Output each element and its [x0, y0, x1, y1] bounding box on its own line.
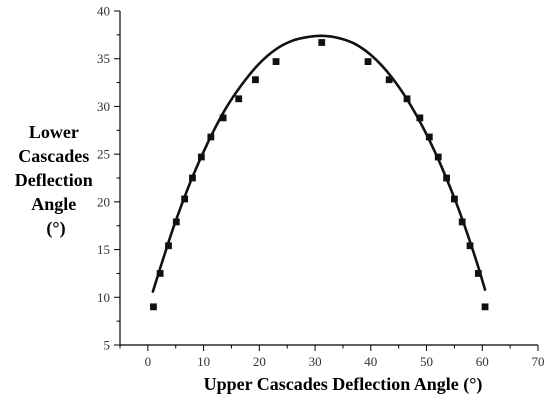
data-point — [150, 303, 157, 311]
x-tick-label: 50 — [420, 354, 433, 369]
y-tick-label: 10 — [97, 290, 110, 305]
data-point — [189, 174, 196, 182]
data-point — [318, 39, 326, 46]
data-point — [235, 95, 243, 103]
data-point — [385, 76, 393, 84]
x-axis-ticks: 0 10 20 30 40 50 60 70 — [119, 345, 545, 369]
data-point — [474, 270, 482, 277]
data-point — [451, 195, 458, 203]
x-tick-label: 40 — [364, 354, 377, 369]
data-point — [156, 270, 164, 277]
x-tick-label: 30 — [309, 354, 322, 369]
fit-curve — [151, 34, 487, 293]
y-tick-label: 15 — [97, 242, 110, 257]
y-axis-title-line: Angle — [31, 194, 76, 214]
y-axis-title-line: (°) — [46, 218, 65, 239]
data-markers — [150, 39, 489, 311]
y-tick-label: 40 — [97, 4, 110, 19]
data-point — [172, 218, 180, 226]
data-point — [364, 58, 372, 65]
data-point — [272, 58, 280, 65]
data-point — [165, 242, 172, 250]
x-tick-label: 20 — [253, 354, 266, 369]
x-tick-label: 0 — [145, 354, 152, 369]
data-point — [416, 114, 424, 122]
x-tick-label: 10 — [197, 354, 210, 369]
fit-curve-group — [151, 34, 487, 293]
y-tick-label: 5 — [104, 338, 111, 353]
data-point — [207, 133, 215, 141]
y-tick-label: 25 — [97, 147, 110, 162]
data-point — [252, 76, 259, 84]
data-point — [219, 114, 227, 122]
y-axis-title-line: Deflection — [15, 170, 93, 190]
x-axis-title: Upper Cascades Deflection Angle (°) — [204, 374, 483, 395]
data-point — [443, 174, 450, 182]
data-point — [481, 303, 489, 311]
data-point — [197, 153, 205, 161]
data-point — [434, 153, 442, 161]
plot-frame — [119, 11, 538, 346]
y-axis-title-line: Lower — [29, 122, 79, 142]
data-point — [425, 133, 433, 141]
data-point — [181, 195, 189, 203]
y-tick-label: 30 — [97, 99, 110, 114]
data-point — [466, 242, 474, 250]
y-axis-title: Lower Cascades Deflection Angle (°) — [15, 122, 97, 239]
y-axis-ticks: 5 10 15 20 25 30 35 40 — [97, 4, 120, 353]
data-point — [403, 95, 411, 103]
x-tick-label: 60 — [476, 354, 489, 369]
y-tick-label: 35 — [97, 51, 110, 66]
x-tick-label: 70 — [532, 354, 545, 369]
y-axis-title-line: Cascades — [18, 146, 89, 166]
y-tick-label: 20 — [97, 194, 110, 209]
data-point — [458, 218, 466, 226]
